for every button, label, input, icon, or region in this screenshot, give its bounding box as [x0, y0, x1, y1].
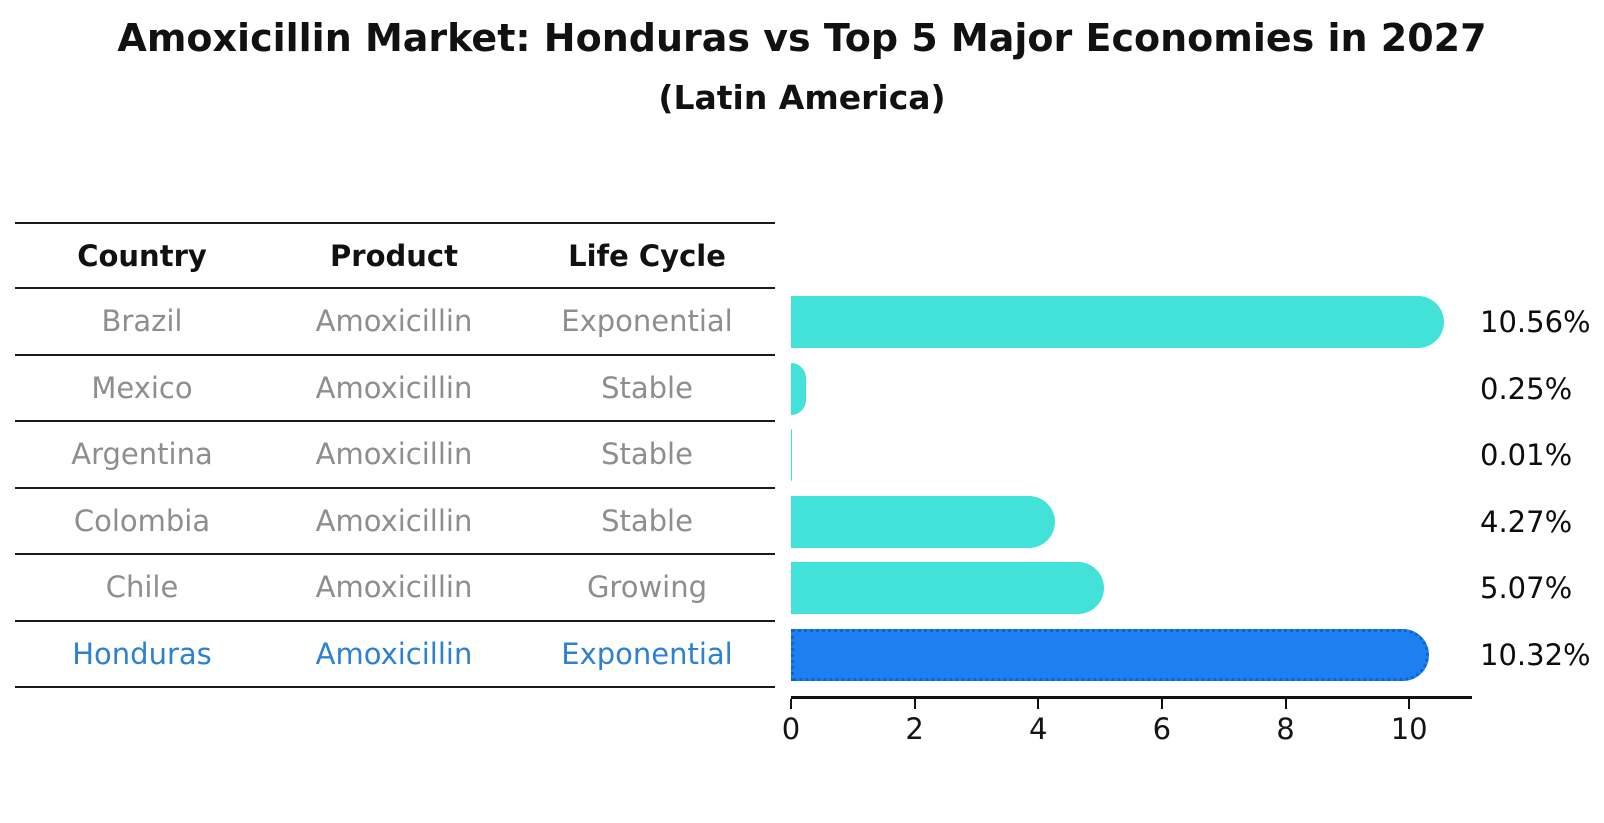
axis-tick-mark [1160, 699, 1163, 709]
axis-tick-mark [913, 699, 916, 709]
product-cell: Amoxicillin [315, 636, 473, 671]
table-row: Chile Amoxicillin Growing [15, 555, 775, 622]
axis-tick-mark [1037, 699, 1040, 709]
axis-tick-label: 8 [1276, 712, 1295, 746]
product-cell: Amoxicillin [315, 304, 473, 339]
life-cycle-cell: Stable [601, 370, 693, 405]
product-cell: Amoxicillin [315, 570, 473, 605]
bar-row [791, 289, 1471, 356]
axis-tick-mark [1408, 699, 1411, 709]
table-row: Brazil Amoxicillin Exponential [15, 289, 775, 356]
value-label: 5.07% [1480, 571, 1573, 605]
life-cycle-cell: Exponential [561, 636, 733, 671]
column-header-product: Product [330, 238, 458, 273]
value-label: 0.01% [1480, 438, 1573, 472]
product-cell: Amoxicillin [315, 370, 473, 405]
x-axis-line [791, 696, 1472, 699]
table-row: Mexico Amoxicillin Stable [15, 356, 775, 422]
product-cell: Amoxicillin [315, 437, 473, 472]
value-label-column: 10.56% 0.25% 0.01% 4.27% 5.07% 10.32% [1480, 289, 1600, 688]
bar [791, 296, 1444, 348]
axis-tick-label: 2 [905, 712, 924, 746]
life-cycle-cell: Growing [586, 570, 708, 605]
country-cell: Mexico [91, 370, 193, 405]
table-body: Brazil Amoxicillin Exponential Mexico Am… [15, 289, 775, 688]
table-header-row: Country Product Life Cycle [15, 222, 775, 289]
bar-row [791, 489, 1471, 556]
value-label: 4.27% [1480, 504, 1573, 539]
life-cycle-cell: Exponential [561, 304, 733, 339]
bar-row [791, 356, 1471, 423]
axis-tick-label: 6 [1152, 712, 1172, 746]
value-label: 10.56% [1480, 305, 1591, 339]
axis-tick-label: 10 [1390, 712, 1428, 746]
table-row: Colombia Amoxicillin Stable [15, 489, 775, 555]
life-cycle-cell: Stable [601, 437, 693, 472]
country-cell: Brazil [101, 304, 183, 339]
country-cell: Honduras [72, 636, 212, 671]
country-cell: Colombia [73, 503, 211, 538]
column-header-life-cycle: Life Cycle [568, 238, 726, 273]
country-cell: Chile [105, 570, 179, 605]
table-row: Honduras Amoxicillin Exponential [15, 622, 775, 688]
bar [791, 429, 792, 481]
bar [791, 362, 807, 415]
country-cell: Argentina [71, 437, 213, 472]
axis-tick-mark [1284, 699, 1287, 709]
highlight-bar [791, 628, 1429, 681]
chart-subtitle: (Latin America) [658, 78, 946, 117]
axis-tick-label: 0 [781, 712, 801, 746]
bar-row [791, 622, 1471, 689]
bar-row [791, 422, 1471, 489]
bar-row [791, 555, 1471, 622]
country-table: Country Product Life Cycle Brazil Amoxic… [15, 222, 775, 688]
table-row: Argentina Amoxicillin Stable [15, 422, 775, 489]
bar [791, 562, 1105, 614]
chart-title: Amoxicillin Market: Honduras vs Top 5 Ma… [117, 16, 1487, 60]
bar-chart [791, 289, 1471, 688]
bar [791, 495, 1055, 548]
column-header-country: Country [77, 238, 207, 273]
axis-tick-mark [790, 699, 792, 709]
life-cycle-cell: Stable [601, 503, 693, 538]
value-label: 0.25% [1480, 371, 1573, 406]
product-cell: Amoxicillin [315, 503, 473, 538]
value-label: 10.32% [1480, 637, 1591, 672]
axis-tick-label: 4 [1029, 712, 1048, 746]
